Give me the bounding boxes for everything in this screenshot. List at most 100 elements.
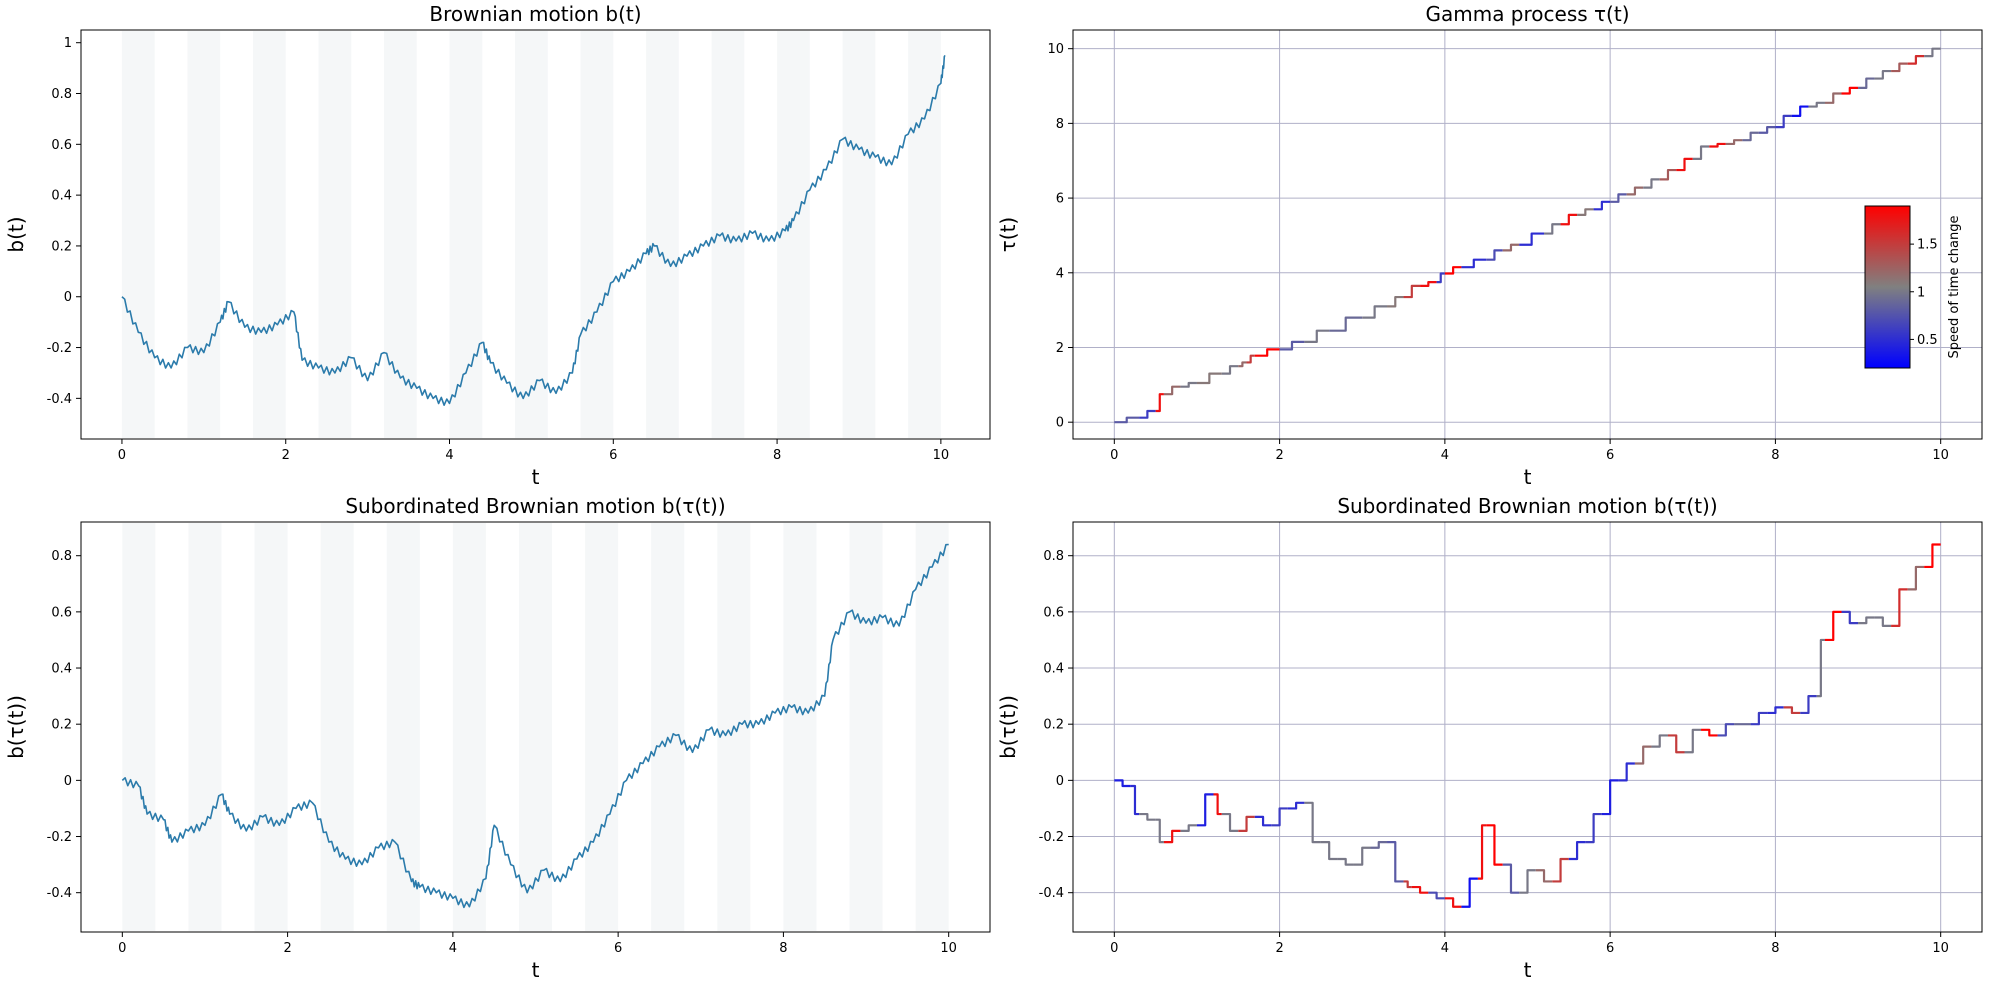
- y-tick-label: 0.8: [51, 549, 72, 564]
- y-axis-label: b(τ(t)): [996, 695, 1020, 759]
- series-segment: [1601, 779, 1619, 816]
- y-tick-label: 0.6: [51, 138, 72, 153]
- series-segment: [1254, 815, 1272, 827]
- background-band: [651, 523, 685, 931]
- series-segment: [1701, 728, 1718, 737]
- series-segment: [1651, 734, 1668, 748]
- x-tick-label: 6: [609, 448, 617, 463]
- series-segment: [1560, 213, 1578, 226]
- series-segment: [1196, 372, 1222, 385]
- series-segment: [1717, 723, 1735, 737]
- series-segment: [1924, 543, 1941, 569]
- x-tick-label: 8: [1771, 448, 1779, 463]
- series-segment: [1403, 284, 1421, 299]
- series-segment: [1254, 348, 1280, 357]
- x-axis-label: t: [1524, 465, 1532, 489]
- series-segment: [1593, 200, 1611, 211]
- series-segment: [1370, 841, 1388, 849]
- series-segment: [1444, 266, 1462, 275]
- series-segment: [1585, 812, 1602, 844]
- x-tick-label: 4: [1441, 941, 1449, 956]
- series-segment: [1858, 77, 1875, 89]
- series-segment: [1544, 223, 1561, 235]
- series-segment: [1858, 616, 1875, 625]
- y-tick-label: -0.2: [47, 830, 72, 845]
- series-segment: [1643, 178, 1660, 189]
- x-tick-label: 4: [449, 941, 457, 956]
- series-segment: [1808, 101, 1825, 108]
- series-segment: [1874, 616, 1892, 628]
- y-tick-label: 10: [1047, 42, 1064, 57]
- y-tick-label: 8: [1056, 117, 1064, 132]
- y-tick-label: 4: [1056, 266, 1064, 281]
- series-segment: [1436, 272, 1445, 284]
- series-segment: [1130, 784, 1140, 816]
- series-segment: [1155, 393, 1164, 413]
- series-segment: [1800, 695, 1817, 715]
- series-segment: [1791, 105, 1809, 118]
- background-band: [318, 31, 352, 438]
- x-tick-label: 0: [1110, 941, 1118, 956]
- series-segment: [1610, 193, 1627, 203]
- series-segment: [1758, 126, 1776, 134]
- series-segment: [1750, 711, 1768, 726]
- series-segment: [1684, 728, 1702, 754]
- series-segment: [1626, 186, 1644, 196]
- x-tick-label: 4: [1441, 448, 1449, 463]
- series-segment: [1907, 55, 1925, 65]
- y-tick-label: 0.8: [51, 87, 72, 102]
- y-tick-label: 2: [1056, 341, 1064, 356]
- y-tick-label: 0.8: [1043, 549, 1064, 564]
- y-tick-label: 0.6: [1043, 605, 1064, 620]
- series-segment: [1891, 588, 1908, 628]
- colorbar-tick-label: 1: [1917, 285, 1925, 300]
- series-segment: [1114, 779, 1131, 788]
- background-band: [320, 523, 354, 931]
- series-segment: [1486, 824, 1503, 866]
- series-segment: [1139, 409, 1156, 419]
- background-band: [252, 31, 286, 438]
- series-segment: [1667, 734, 1685, 754]
- y-axis-label: τ(t): [996, 217, 1020, 253]
- series-segment: [1477, 824, 1487, 880]
- series-segment: [1676, 157, 1693, 172]
- series-segment: [1180, 824, 1197, 833]
- series-segment: [1841, 86, 1859, 95]
- x-tick-label: 4: [445, 448, 453, 463]
- background-band: [777, 31, 810, 438]
- background-band: [646, 31, 679, 438]
- series-segment: [1387, 841, 1404, 883]
- y-tick-label: -0.4: [47, 886, 72, 901]
- series-segment: [1221, 365, 1239, 375]
- x-tick-label: 10: [940, 941, 957, 956]
- y-tick-label: 1: [64, 36, 72, 51]
- background-band: [386, 523, 420, 931]
- x-tick-label: 6: [1606, 941, 1614, 956]
- series-segment: [1519, 232, 1545, 246]
- chart-title: Gamma process τ(t): [1425, 2, 1629, 26]
- series-segment: [1180, 381, 1197, 388]
- series-segment: [1238, 361, 1247, 368]
- background-band: [188, 523, 222, 931]
- series-segment: [1535, 869, 1553, 883]
- y-tick-label: 0: [1056, 774, 1064, 789]
- subplot-4: 0 2 4 6 8 10 -0.4 -0.2 0 0.2 0.4 0.6 0.8 Subordinated…: [996, 494, 1983, 982]
- x-tick-label: 0: [1110, 448, 1118, 463]
- series-segment: [1403, 880, 1412, 889]
- y-tick-label: 0: [64, 290, 72, 305]
- series-segment: [1114, 416, 1140, 424]
- series-segment: [1486, 249, 1503, 261]
- colorbar-gradient: [1864, 205, 1911, 369]
- series-segment: [1502, 863, 1520, 894]
- y-tick-label: 0: [64, 774, 72, 789]
- background-band: [585, 523, 619, 931]
- series-segment: [1139, 812, 1156, 821]
- series-segment: [1353, 846, 1371, 866]
- series-segment: [1502, 243, 1520, 252]
- series-segment: [1725, 139, 1743, 146]
- y-tick-label: -0.4: [47, 392, 72, 407]
- x-tick-label: 0: [118, 941, 126, 956]
- series-segment: [1320, 841, 1338, 861]
- series-segment: [1461, 258, 1487, 269]
